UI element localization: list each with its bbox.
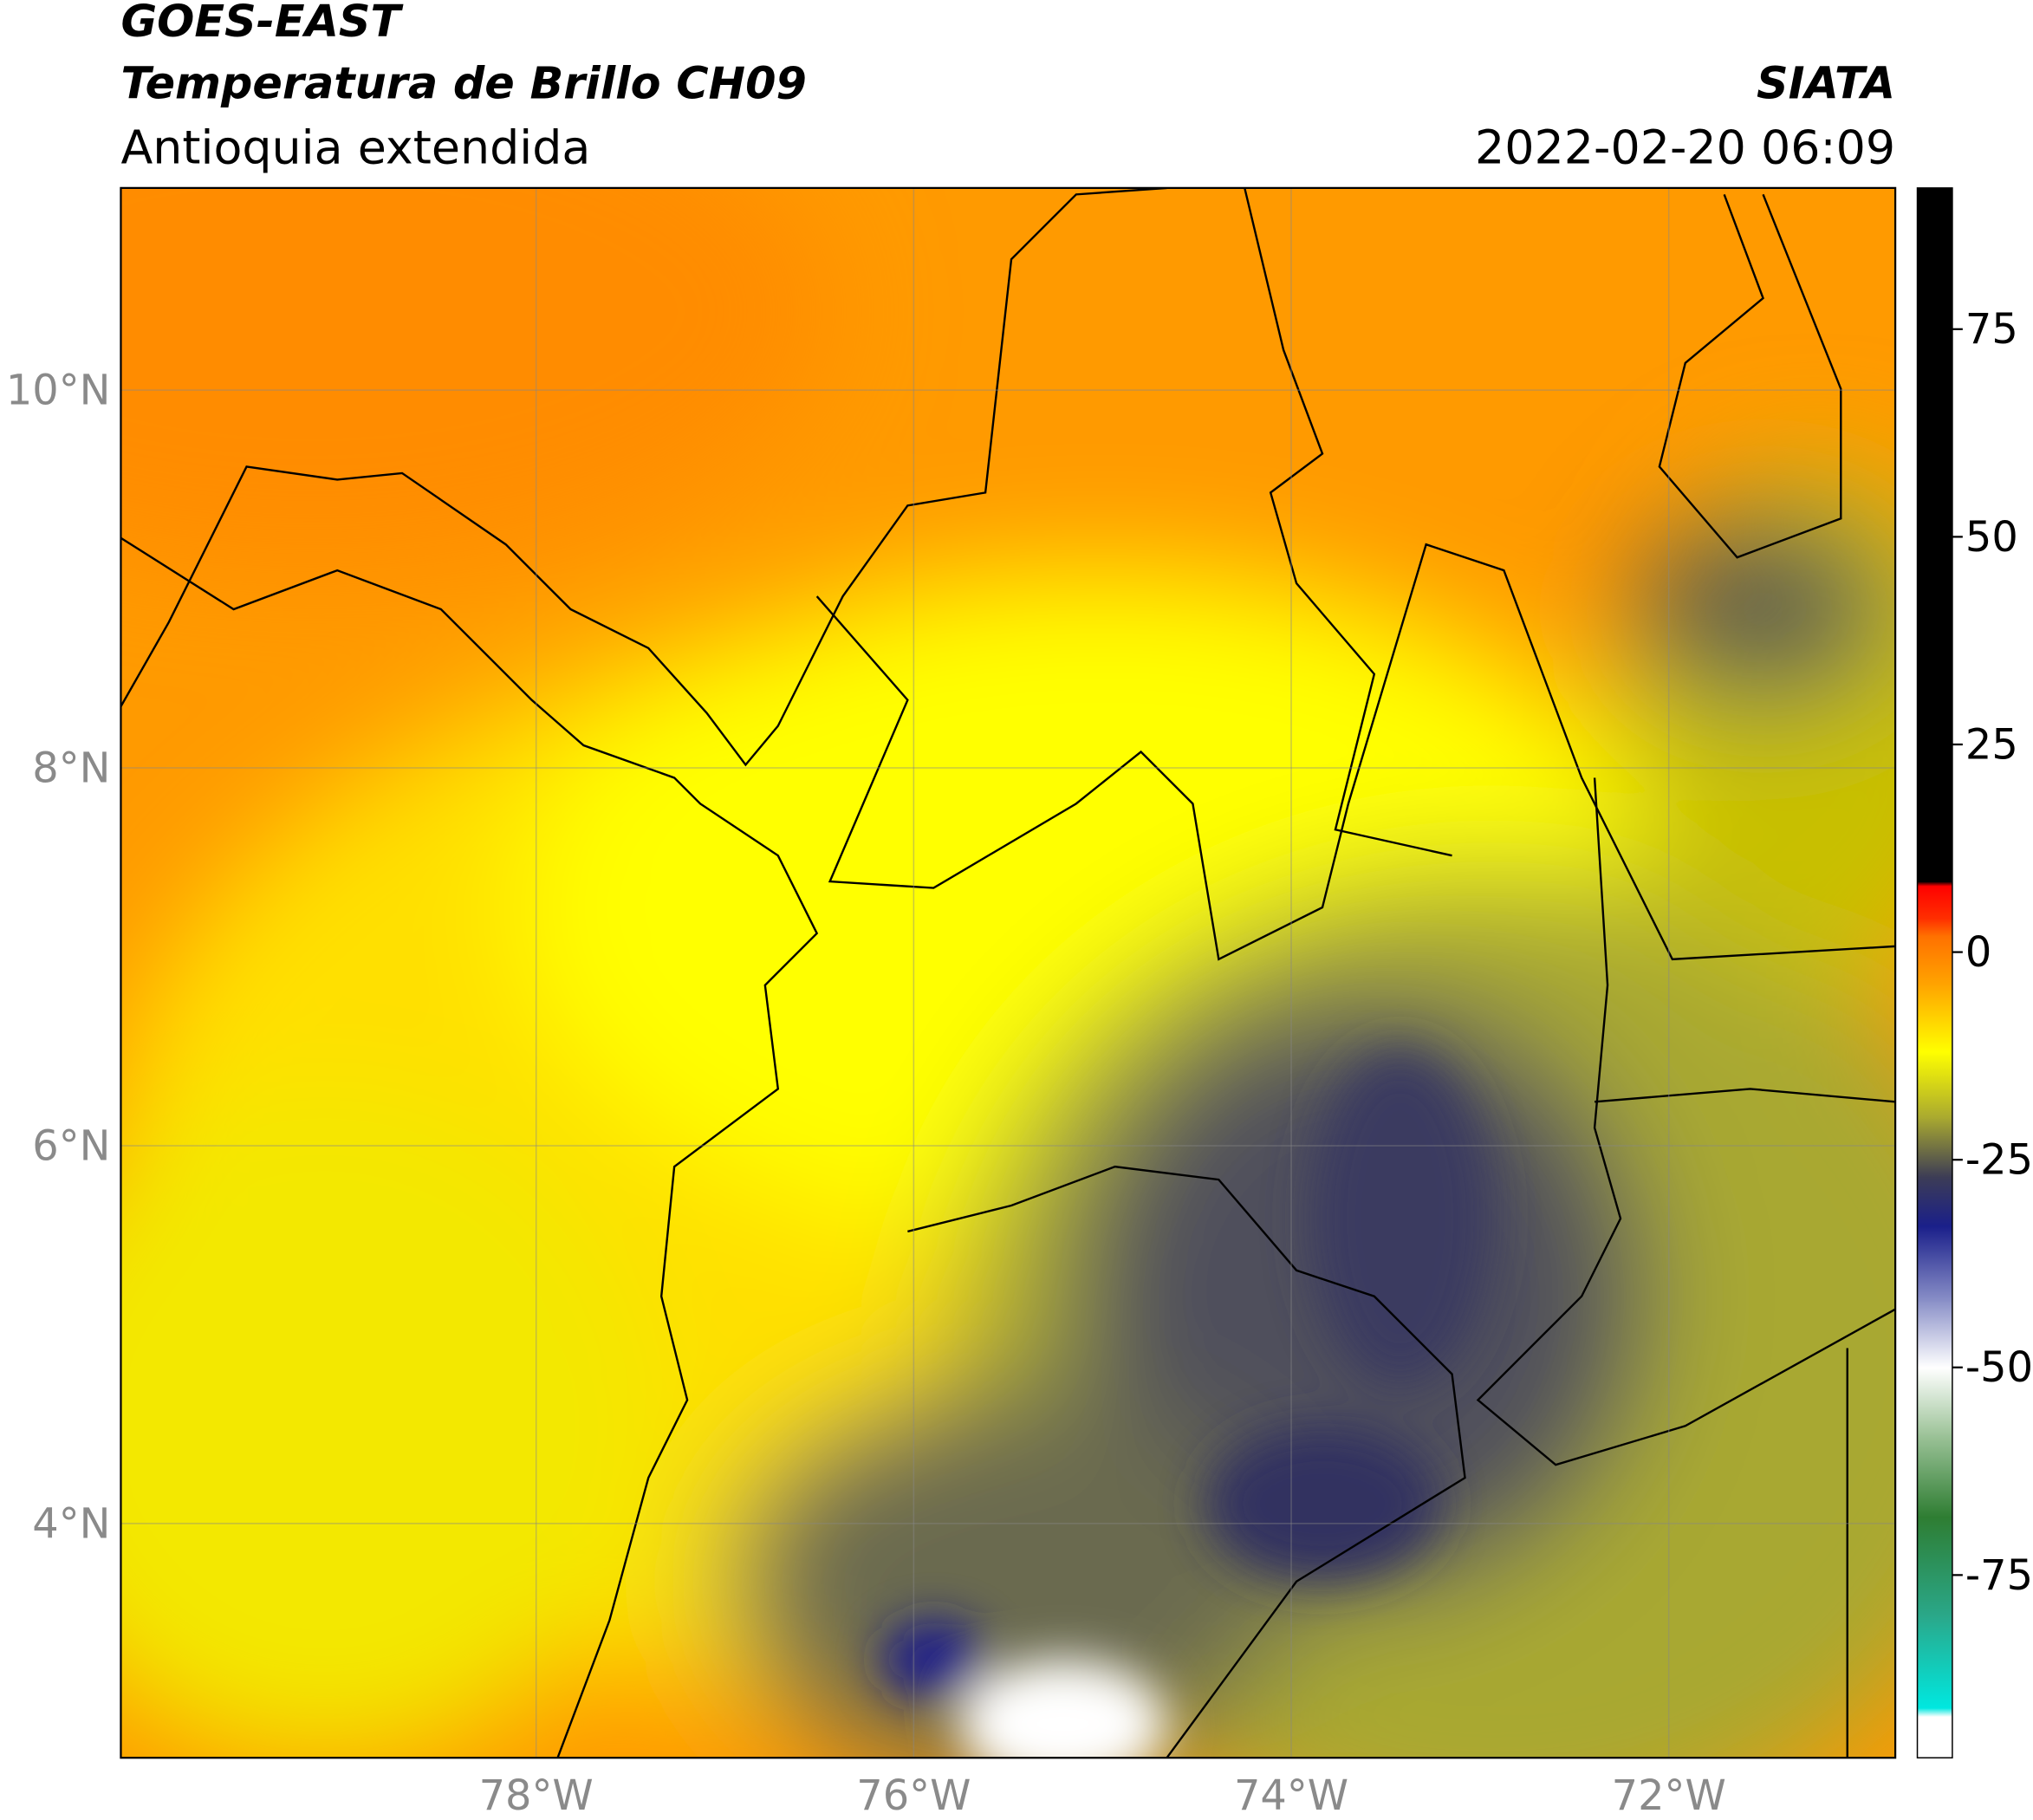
colorbar-segment xyxy=(1917,1118,1952,1178)
colorbar-tick-label: 0 xyxy=(1965,929,1991,977)
satellite-image xyxy=(120,187,1896,1758)
colorbar-tick-label: -75 xyxy=(1965,1552,2033,1600)
colorbar-frame xyxy=(1916,187,1953,1758)
datetime: 2022-02-20 06:09 xyxy=(1475,120,1895,174)
colorbar-segment xyxy=(1917,1517,1952,1618)
colorbar-segment xyxy=(1917,187,1952,882)
x-tick-label: 76°W xyxy=(856,1772,971,1820)
map-frame xyxy=(120,186,1897,1759)
y-tick-label: 6°N xyxy=(32,1122,110,1170)
colorbar-segment xyxy=(1917,1367,1952,1435)
y-tick-label: 4°N xyxy=(32,1500,110,1548)
y-tick-label: 8°N xyxy=(32,744,110,792)
colorbar-segment xyxy=(1917,1433,1952,1518)
x-tick-label: 72°W xyxy=(1612,1772,1726,1820)
colorbar-tick-label: 50 xyxy=(1965,514,2018,562)
colorbar-segment xyxy=(1917,919,1952,937)
colorbar-segment xyxy=(1917,1225,1952,1302)
title: GOES-EAST xyxy=(120,0,404,47)
colorbar-segment xyxy=(1917,1176,1952,1227)
colorbar-segment xyxy=(1917,1616,1952,1709)
colorbar-segment xyxy=(1917,885,1952,920)
region: Antioquia extendida xyxy=(120,120,590,174)
graticule: 78°W 76°W 74°W 72°W 4°N 6°N 8°N 10°N xyxy=(6,187,1896,1820)
colorbar-segment xyxy=(1917,881,1952,887)
colorbar-segment xyxy=(1917,1716,1952,1758)
colorbar-tick-label: -50 xyxy=(1965,1344,2033,1392)
colorbar-tick-label: -25 xyxy=(1965,1137,2033,1185)
colorbar-segment xyxy=(1917,935,1952,986)
colorbar-tick-label: 25 xyxy=(1965,721,2018,769)
colorbar-segment xyxy=(1917,1051,1952,1120)
source: SIATA xyxy=(1757,58,1895,109)
colorbar-segment xyxy=(1917,985,1952,1053)
colorbar-segment xyxy=(1917,1707,1952,1718)
colorbar: -75 -50 -25 0 25 50 75 xyxy=(1916,187,2033,1758)
colorbar-segment xyxy=(1917,1301,1952,1368)
colorbar-tick-label: 75 xyxy=(1965,306,2018,354)
x-tick-label: 78°W xyxy=(479,1772,594,1820)
x-tick-label: 74°W xyxy=(1234,1772,1348,1820)
y-tick-label: 10°N xyxy=(6,367,111,415)
subtitle: Temperatura de Brillo CH09 xyxy=(120,58,806,109)
coastlines xyxy=(120,187,1896,1758)
